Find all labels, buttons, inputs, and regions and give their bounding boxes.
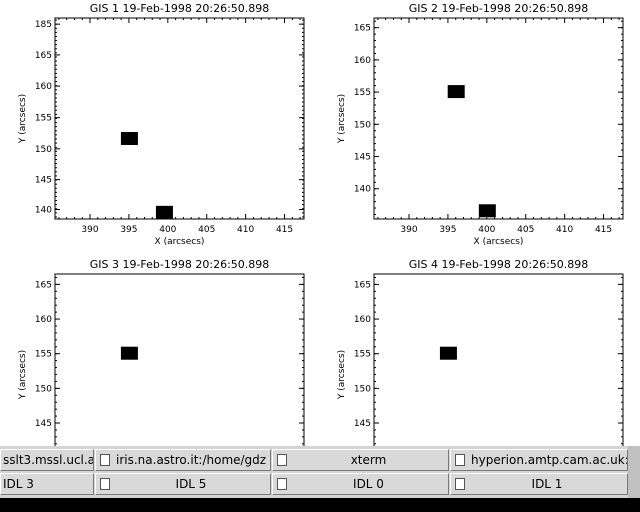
plot-title: GIS 1 19-Feb-1998 20:26:50.898 [90,2,270,15]
plot-title: GIS 2 19-Feb-1998 20:26:50.898 [409,2,589,15]
y-tick-label: 165 [35,280,52,290]
task-label: hyperion.amtp.cam.ac.uk:/ [471,453,628,467]
data-point [478,204,496,218]
data-point [120,346,138,360]
y-tick-label: 165 [354,24,371,34]
plot-area: GIS 1 19-Feb-1998 20:26:50.898 390 395 400 4… [18,2,624,446]
y-tick-label: 140 [354,185,371,195]
y-tick-label: 150 [354,384,371,394]
task-button-sslt3[interactable]: sslt3.mssl.ucl.a [0,449,94,471]
y-axis-label: Y (arcsecs) [337,350,347,400]
y-axis-label: Y (arcsecs) [337,94,347,144]
y-tick-label: 155 [354,88,371,98]
task-label: IDL 1 [531,477,563,491]
y-tick-label: 185 [35,20,52,30]
plot-frame [373,273,624,446]
y-tick-label: 145 [354,153,371,163]
y-tick-label: 160 [35,82,52,92]
window-icon [455,454,465,466]
task-label: sslt3.mssl.ucl.a [3,453,94,467]
y-tick-label: 155 [35,114,52,124]
window-icon [100,454,110,466]
x-tick-label: 395 [439,225,456,235]
screen-bottom-edge [0,498,640,512]
data-point [447,85,465,99]
y-tick-label: 155 [35,350,52,360]
window-icon [455,478,465,490]
window-icon [277,454,287,466]
y-axis-label: Y (arcsecs) [18,94,28,144]
y-tick-label: 145 [354,419,371,429]
x-axis-label: X (arcsecs) [155,237,205,247]
x-tick-label: 415 [276,225,293,235]
task-label: iris.na.astro.it:/home/gdz [116,453,267,467]
task-label: xterm [350,453,387,467]
taskbar: sslt3.mssl.ucl.a iris.na.astro.it:/home/… [0,446,640,498]
x-tick-label: 410 [556,225,573,235]
plots-svg: GIS 1 19-Feb-1998 20:26:50.898 390 395 400 4… [18,2,624,446]
task-button-idl-5[interactable]: IDL 5 [95,473,271,495]
y-axis-label: Y (arcsecs) [18,350,28,400]
plot-frame [373,17,624,220]
plot-frame [54,273,305,446]
x-tick-label: 390 [400,225,417,235]
y-tick-label: 160 [35,315,52,325]
plot-title: GIS 3 19-Feb-1998 20:26:50.898 [90,258,270,271]
y-tick-label: 160 [354,315,371,325]
task-label: IDL 3 [3,477,34,491]
data-point [155,205,173,219]
window-icon [100,478,110,490]
x-tick-label: 410 [237,225,254,235]
plot-title: GIS 4 19-Feb-1998 20:26:50.898 [409,258,589,271]
x-tick-label: 400 [159,225,176,235]
x-tick-label: 415 [595,225,612,235]
y-tick-label: 145 [35,419,52,429]
y-tick-label: 165 [35,51,52,61]
x-tick-label: 390 [81,225,98,235]
y-tick-label: 145 [35,176,52,186]
y-tick-label: 165 [354,280,371,290]
x-tick-label: 395 [120,225,137,235]
y-tick-label: 140 [35,206,52,216]
x-axis-label: X (arcsecs) [474,237,524,247]
task-button-idl-0[interactable]: IDL 0 [272,473,449,495]
y-tick-label: 160 [354,56,371,66]
task-button-hyperion[interactable]: hyperion.amtp.cam.ac.uk:/ [450,449,628,471]
x-tick-label: 405 [198,225,215,235]
data-point [439,346,457,360]
task-button-xterm[interactable]: xterm [272,449,449,471]
x-tick-label: 400 [478,225,495,235]
task-button-iris[interactable]: iris.na.astro.it:/home/gdz [95,449,271,471]
task-label: IDL 0 [353,477,384,491]
plot-frame [54,17,305,220]
x-tick-label: 405 [517,225,534,235]
task-label: IDL 5 [175,477,207,491]
data-point [120,132,138,146]
window-icon [277,478,287,490]
task-button-idl-1[interactable]: IDL 1 [450,473,628,495]
task-button-idl-3[interactable]: IDL 3 [0,473,94,495]
y-tick-label: 155 [354,350,371,360]
taskbar-edge [628,446,640,498]
y-tick-label: 150 [35,145,52,155]
y-tick-label: 150 [354,120,371,130]
y-tick-label: 150 [35,384,52,394]
